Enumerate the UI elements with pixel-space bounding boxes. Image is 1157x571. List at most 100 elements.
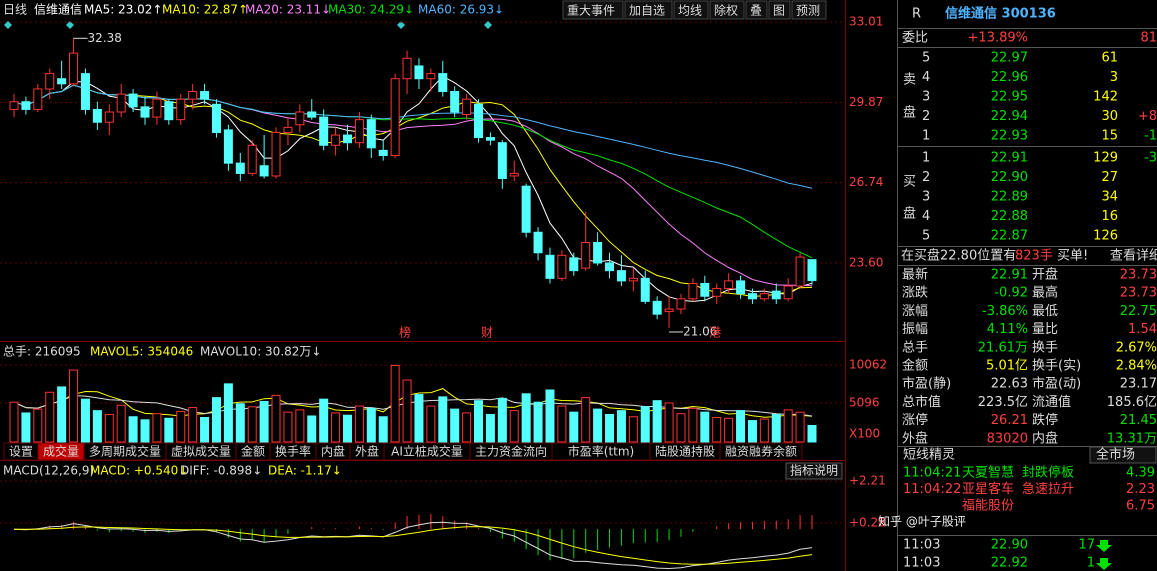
tab-label[interactable]: 多周期成交量 [89, 444, 161, 459]
tab-label[interactable]: 陆股通持股 [655, 444, 715, 459]
tab-label[interactable]: 外盘 [355, 444, 379, 459]
toolbar-button[interactable] [562, 0, 624, 20]
toolbar-button[interactable] [673, 0, 709, 20]
stat-label: 流通值 [1032, 394, 1071, 410]
volume-bar [33, 408, 43, 443]
book-price: 22.95 [991, 90, 1028, 105]
candle-body [69, 52, 79, 85]
candle-body [200, 91, 210, 100]
toolbar-button[interactable] [709, 0, 745, 20]
side-label: 卖 [903, 73, 916, 88]
volume-bar [759, 418, 769, 443]
y-tick-label: 23.60 [849, 255, 883, 269]
toolbar-button-label[interactable]: 叠 [750, 4, 762, 18]
stat-value: 26.21 [991, 413, 1028, 428]
candle-body [497, 142, 507, 180]
volume-bar [807, 424, 817, 443]
toolbar-button-label[interactable]: 预测 [796, 4, 820, 18]
low-annotation: 21.06 [683, 324, 717, 338]
volume-bar [271, 394, 281, 443]
volume-bar [235, 403, 245, 443]
toolbar-button-label[interactable]: 均线 [678, 4, 702, 18]
side-label: 买 [903, 175, 916, 190]
tab-label[interactable]: 内盘 [321, 444, 345, 459]
webi-label: 委比 [902, 31, 928, 46]
y-tick-label: 10062 [849, 358, 887, 372]
diamond [397, 21, 405, 29]
volume-bar [450, 408, 460, 443]
tab-label[interactable]: 市盈率(ttm) [568, 444, 634, 459]
book-level: 2 [922, 170, 930, 185]
side-label: 盘 [903, 206, 916, 222]
candle-body [390, 78, 400, 156]
toolbar-button[interactable] [768, 0, 791, 20]
volume-bar [247, 406, 257, 443]
trade-arrows [1096, 540, 1112, 570]
toolbar-button-label[interactable]: 加自选 [629, 4, 665, 18]
trade-volume: 17 [1078, 538, 1095, 553]
indicator-button[interactable] [785, 462, 843, 480]
spirit-scope[interactable]: 全市场 [1096, 447, 1135, 463]
candle-body [712, 288, 722, 297]
macd-header: MACD: +0.540↓ [90, 464, 188, 478]
candle-body [331, 134, 341, 146]
volume-bar [771, 413, 781, 443]
book-price: 22.87 [991, 229, 1028, 244]
watermark: 知乎 @叶子股评 [878, 515, 966, 529]
toolbar-button-label[interactable]: 除权 [714, 3, 738, 18]
tab-label[interactable]: 融资融券余额 [725, 444, 797, 459]
stat-value: 22.91 [991, 268, 1028, 283]
candle-body [462, 98, 472, 116]
tab-label[interactable]: 设置 [9, 445, 33, 459]
volume-bar [21, 412, 31, 443]
notice-text: 在买盘22.80位置有 [901, 248, 1016, 264]
stat-value: 185.6亿 [1107, 395, 1157, 410]
volume-unit: X100 [849, 427, 880, 441]
tab-label[interactable]: 成交量 [43, 444, 79, 459]
spirit-cell: 福能股份 [962, 499, 1014, 514]
volume-bar [616, 410, 626, 443]
ma-label: MA30: 24.29↓ [328, 3, 414, 17]
book-level: 4 [922, 209, 930, 224]
period: 日线 [3, 3, 27, 17]
volume-bar [640, 406, 650, 443]
book-level: 4 [922, 70, 930, 85]
toolbar-button[interactable] [624, 0, 673, 20]
candle-body [223, 129, 233, 164]
candle-body [295, 111, 305, 126]
volume-bar [700, 411, 710, 443]
tab-label[interactable]: AI立桩成交量 [391, 444, 463, 459]
stat-value: 21.45 [1120, 413, 1157, 428]
volume-bar [688, 407, 698, 443]
spirit-cell: 封跌停板 [1022, 465, 1074, 481]
tab-label[interactable]: 主力资金流向 [475, 444, 547, 459]
stat-label: 市盈(静) [902, 376, 951, 392]
candle-body [271, 131, 281, 177]
trade-volume: 1 [1087, 556, 1095, 571]
scope-select[interactable] [1089, 446, 1157, 464]
candle-body [747, 293, 757, 300]
toolbar-button-label[interactable]: 图 [773, 4, 785, 18]
tab-label[interactable]: 虚拟成交量 [171, 444, 231, 459]
tab-label[interactable]: 换手率 [275, 444, 311, 459]
toolbar-button[interactable] [791, 0, 827, 20]
toolbar-button[interactable] [745, 0, 768, 20]
volume-bar [116, 404, 126, 443]
candle-body [569, 257, 579, 272]
tab[interactable] [719, 442, 803, 461]
tab-label[interactable]: 金额 [241, 444, 265, 459]
indicator-button-label[interactable]: 指标说明 [790, 463, 838, 478]
ma-label: MA5: 23.02↑ [84, 3, 162, 17]
volume-bar [736, 410, 746, 443]
toolbar-button-label[interactable]: 重大事件 [567, 4, 615, 18]
spirit-cell: 亚星客车 [962, 481, 1014, 497]
spirit-cell: 天夏智慧 [962, 465, 1014, 481]
spirit-cell: 11:04:22 [903, 482, 961, 497]
volume-bar [223, 383, 233, 443]
volume-bar [152, 413, 162, 443]
candle-body [664, 308, 674, 313]
candle-body [235, 162, 245, 174]
volume-bar [342, 414, 352, 443]
candle-body [116, 93, 126, 113]
volume-bar [390, 364, 400, 443]
